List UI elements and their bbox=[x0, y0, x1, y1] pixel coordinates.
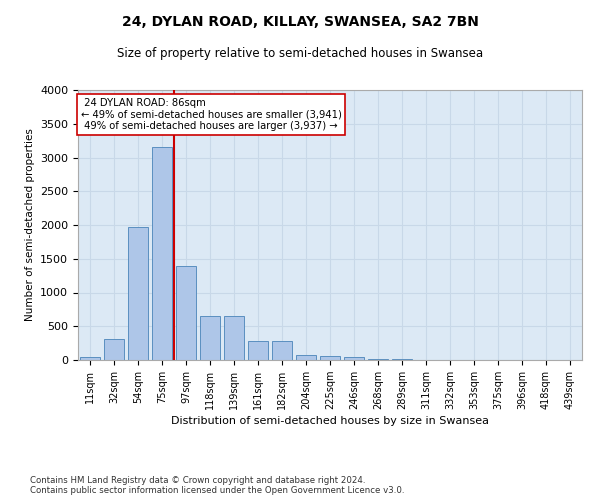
Bar bbox=[320, 356, 340, 360]
Text: 24, DYLAN ROAD, KILLAY, SWANSEA, SA2 7BN: 24, DYLAN ROAD, KILLAY, SWANSEA, SA2 7BN bbox=[122, 15, 478, 29]
Bar bbox=[80, 356, 100, 360]
Text: 24 DYLAN ROAD: 86sqm
← 49% of semi-detached houses are smaller (3,941)
 49% of s: 24 DYLAN ROAD: 86sqm ← 49% of semi-detac… bbox=[80, 98, 341, 132]
Text: Size of property relative to semi-detached houses in Swansea: Size of property relative to semi-detach… bbox=[117, 48, 483, 60]
Bar bbox=[248, 341, 268, 360]
Bar bbox=[224, 316, 244, 360]
Y-axis label: Number of semi-detached properties: Number of semi-detached properties bbox=[25, 128, 35, 322]
Text: Contains HM Land Registry data © Crown copyright and database right 2024.
Contai: Contains HM Land Registry data © Crown c… bbox=[30, 476, 404, 495]
Bar bbox=[344, 358, 364, 360]
Bar bbox=[176, 266, 196, 360]
Bar bbox=[128, 227, 148, 360]
Bar bbox=[152, 146, 172, 360]
X-axis label: Distribution of semi-detached houses by size in Swansea: Distribution of semi-detached houses by … bbox=[171, 416, 489, 426]
Bar bbox=[104, 339, 124, 360]
Bar bbox=[200, 316, 220, 360]
Bar bbox=[296, 354, 316, 360]
Bar bbox=[368, 358, 388, 360]
Bar bbox=[272, 341, 292, 360]
